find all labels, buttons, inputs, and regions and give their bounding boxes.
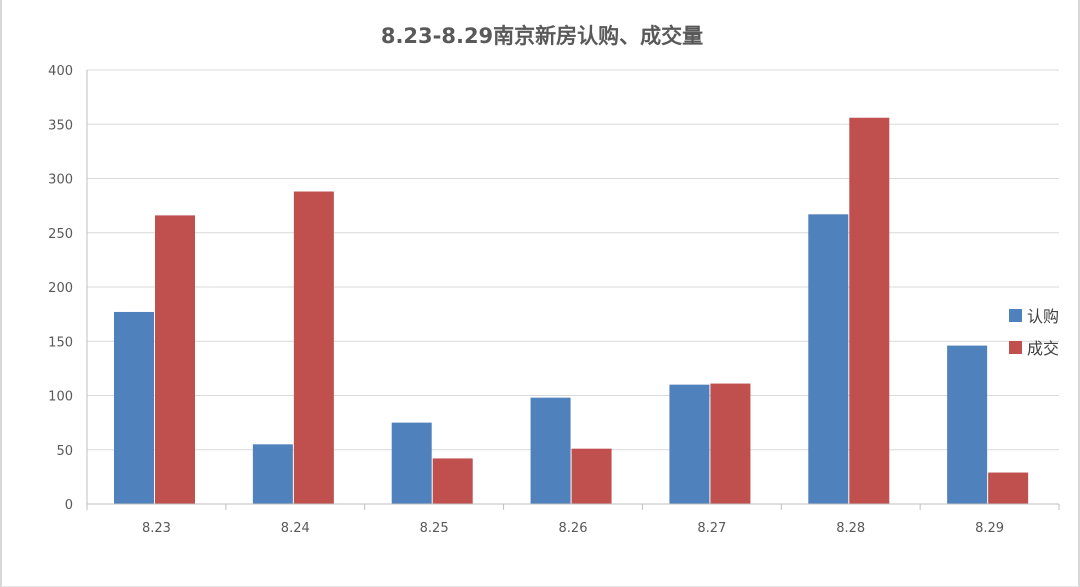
bars (114, 117, 1029, 505)
x-category-label: 8.27 (697, 521, 726, 536)
chart-title: 8.23-8.29南京新房认购、成交量 (381, 24, 703, 48)
bar-subscription (114, 311, 154, 504)
gridlines (87, 69, 1059, 451)
y-tick-label: 0 (65, 498, 73, 513)
legend-label: 成交 (1027, 339, 1059, 358)
y-tick-label: 400 (48, 64, 73, 79)
bar-transaction (293, 191, 334, 504)
y-tick-label: 100 (48, 390, 73, 405)
legend-label: 认购 (1027, 307, 1059, 326)
bar-transaction (710, 383, 751, 504)
bar-transaction (988, 472, 1029, 504)
x-category-label: 8.25 (420, 521, 449, 536)
bar-subscription (808, 214, 849, 504)
bar-transaction (571, 448, 612, 504)
bar-subscription (669, 384, 710, 504)
bar-subscription (391, 422, 432, 504)
y-tick-label: 350 (48, 118, 73, 133)
x-category-label: 8.29 (975, 521, 1004, 536)
bar-transaction (849, 117, 890, 505)
x-category-label: 8.26 (559, 521, 588, 536)
x-axis-category-labels: 8.23 8.24 8.25 8.26 8.27 8.28 8.29 (142, 521, 1004, 536)
x-category-label: 8.23 (142, 521, 171, 536)
bar-subscription (530, 397, 571, 504)
bar-subscription (252, 444, 293, 504)
bar-transaction (155, 215, 195, 504)
bar-subscription (947, 345, 988, 504)
y-tick-label: 150 (48, 335, 73, 350)
y-tick-label: 50 (56, 444, 73, 459)
x-category-label: 8.28 (836, 521, 865, 536)
x-axis (86, 70, 1060, 510)
legend-swatch (1009, 309, 1022, 322)
y-axis-tick-labels: 0 50 100 150 200 250 300 350 400 (48, 64, 73, 513)
legend-swatch (1009, 341, 1022, 354)
y-tick-label: 200 (48, 281, 73, 296)
x-category-label: 8.24 (281, 521, 310, 536)
y-tick-label: 250 (48, 227, 73, 242)
bar-transaction (432, 458, 473, 504)
y-tick-label: 300 (48, 173, 73, 188)
